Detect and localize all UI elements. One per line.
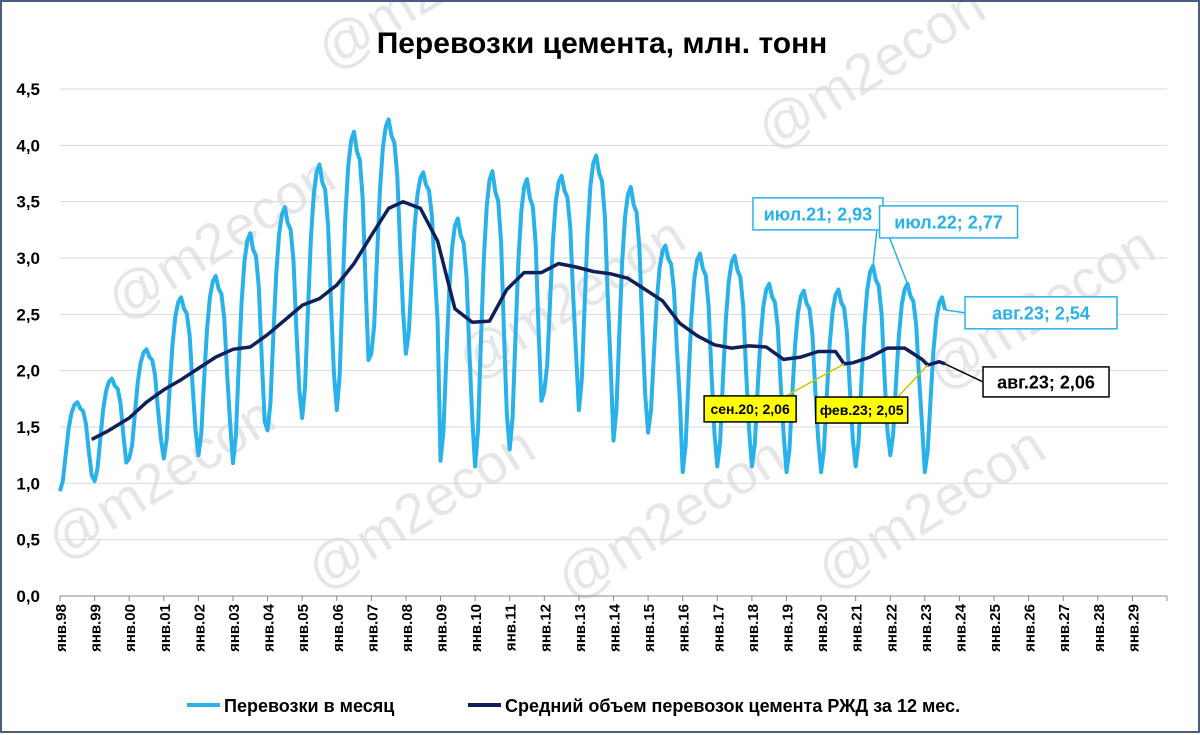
x-tick-label: янв.00 — [122, 604, 139, 652]
chart-title: Перевозки цемента, млн. тонн — [377, 27, 828, 60]
x-tick-label: янв.98 — [53, 604, 70, 652]
x-tick-label: янв.26 — [1022, 604, 1039, 652]
y-tick-label: 2,5 — [16, 305, 40, 324]
x-tick-label: янв.20 — [814, 604, 831, 652]
x-tick-label: янв.16 — [676, 604, 693, 652]
x-tick-label: янв.22 — [883, 604, 900, 652]
x-tick-label: янв.08 — [399, 604, 416, 652]
y-tick-label: 0,0 — [16, 587, 40, 606]
series-monthly — [58, 117, 947, 492]
x-tick-label: янв.11 — [503, 604, 520, 651]
annotation-label: июл.21; 2,93 — [764, 204, 872, 224]
annotation-box — [878, 205, 1019, 239]
x-tick-label: янв.28 — [1091, 604, 1108, 652]
x-tick-label: янв.01 — [157, 604, 174, 652]
legend: Перевозки в месяц Средний объем перевозо… — [187, 696, 960, 716]
annotation-label: фев.23; 2,05 — [820, 402, 904, 418]
y-tick-label: 3,5 — [16, 193, 40, 212]
x-tick-label: янв.29 — [1125, 604, 1142, 652]
annotation-leader — [888, 237, 909, 285]
annotation-label: авг.23; 2,54 — [992, 303, 1090, 323]
annotation-label: авг.23; 2,06 — [997, 372, 1095, 392]
x-tick-label: янв.19 — [779, 604, 796, 652]
annotation-box — [982, 366, 1110, 398]
y-tick-label: 3,0 — [16, 249, 40, 268]
x-tick-label: янв.05 — [295, 604, 312, 652]
average-line — [90, 199, 946, 441]
x-tick-label: янв.27 — [1056, 604, 1073, 652]
y-tick-label: 2,0 — [16, 362, 40, 381]
annotations: июл.21; 2,93 июл.22; 2,77 авг.23; 2,54 авг.… — [703, 197, 1118, 424]
x-tick-label: янв.03 — [226, 604, 243, 652]
x-tick-label: янв.07 — [364, 604, 381, 652]
y-tick-label: 0,5 — [16, 531, 40, 550]
y-tick-label: 1,5 — [16, 418, 40, 437]
x-tick-label: янв.17 — [710, 604, 727, 652]
x-tick-label: янв.14 — [607, 603, 624, 652]
annotation-label: июл.22; 2,77 — [894, 212, 1002, 232]
x-tick-label: янв.25 — [987, 604, 1004, 652]
x-tick-label: янв.24 — [952, 603, 969, 652]
x-tick-label: янв.18 — [745, 604, 762, 652]
x-tick-label: янв.23 — [918, 604, 935, 652]
x-tick-label: янв.06 — [330, 604, 347, 652]
annotation-box — [964, 296, 1118, 330]
annotation-leader — [872, 229, 878, 266]
annotation-leader — [785, 363, 845, 397]
annotation-leader — [944, 309, 966, 314]
x-tick-label: янв.99 — [88, 604, 105, 652]
annotation-box — [703, 395, 797, 423]
x-tick-label: янв.15 — [641, 604, 658, 652]
y-tick-label: 1,0 — [16, 474, 40, 493]
watermark: @m2econ — [545, 423, 796, 612]
monthly-line — [58, 117, 947, 492]
series-average — [90, 199, 946, 441]
x-tick-label: янв.02 — [191, 604, 208, 652]
annotation-leader — [944, 363, 984, 383]
x-axis-ticks: янв.98 янв.99 янв.00 янв.01 янв.02 янв.03 янв.… — [53, 603, 1142, 652]
x-tick-label: янв.13 — [572, 604, 589, 652]
x-tick-label: янв.09 — [434, 604, 451, 652]
x-tick-label: янв.12 — [537, 604, 554, 652]
watermark: @m2econ — [805, 413, 1056, 602]
x-tick-label: янв.21 — [849, 604, 866, 652]
legend-label-monthly: Перевозки в месяц — [224, 696, 394, 716]
legend-label-average: Средний объем перевозок цемента РЖД за 1… — [505, 696, 960, 716]
y-tick-label: 4,0 — [16, 136, 40, 155]
y-tick-label: 4,5 — [16, 80, 40, 99]
x-tick-label: янв.04 — [261, 603, 278, 652]
annotation-leader — [897, 364, 929, 398]
x-tick-label: янв.10 — [468, 604, 485, 652]
x-axis — [59, 595, 1168, 601]
annotation-box — [814, 396, 909, 424]
annotation-label: сен.20; 2,06 — [710, 401, 790, 417]
y-axis-ticks: 0,0 0,5 1,0 1,5 2,0 2,5 3,0 3,5 4,0 4,5 — [16, 80, 40, 606]
annotation-box — [752, 197, 884, 231]
